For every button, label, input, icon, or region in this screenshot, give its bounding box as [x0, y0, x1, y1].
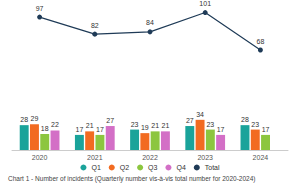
svg-text:Q3: Q3 — [148, 164, 157, 172]
svg-text:Q4: Q4 — [176, 164, 185, 172]
svg-text:21: 21 — [86, 122, 94, 129]
svg-text:29: 29 — [31, 115, 39, 122]
svg-text:17: 17 — [75, 126, 83, 133]
svg-text:101: 101 — [199, 0, 211, 7]
svg-text:2020: 2020 — [32, 154, 48, 161]
svg-text:21: 21 — [151, 122, 159, 129]
svg-text:23: 23 — [206, 121, 214, 128]
svg-text:27: 27 — [186, 117, 194, 124]
svg-text:23: 23 — [131, 121, 139, 128]
svg-text:17: 17 — [262, 126, 270, 133]
svg-text:28: 28 — [20, 116, 28, 123]
svg-text:Total: Total — [205, 164, 220, 171]
svg-text:2022: 2022 — [142, 154, 158, 161]
svg-text:2021: 2021 — [87, 154, 103, 161]
svg-text:Q1: Q1 — [91, 164, 100, 172]
svg-text:28: 28 — [241, 116, 249, 123]
svg-text:Chart 1 - Number of incidents: Chart 1 - Number of incidents (Quarterly… — [8, 175, 255, 183]
svg-text:Q2: Q2 — [120, 164, 129, 172]
svg-text:68: 68 — [257, 38, 265, 45]
svg-text:82: 82 — [91, 22, 99, 29]
svg-text:97: 97 — [36, 5, 44, 12]
svg-text:27: 27 — [106, 117, 114, 124]
svg-text:34: 34 — [196, 111, 204, 118]
svg-text:2024: 2024 — [253, 154, 269, 161]
svg-text:2023: 2023 — [197, 154, 213, 161]
svg-text:21: 21 — [162, 122, 170, 129]
svg-text:22: 22 — [51, 121, 59, 128]
svg-text:23: 23 — [251, 121, 259, 128]
svg-text:84: 84 — [146, 19, 154, 26]
svg-text:17: 17 — [96, 126, 104, 133]
svg-text:18: 18 — [41, 125, 49, 132]
svg-text:19: 19 — [141, 124, 149, 131]
svg-text:17: 17 — [217, 126, 225, 133]
